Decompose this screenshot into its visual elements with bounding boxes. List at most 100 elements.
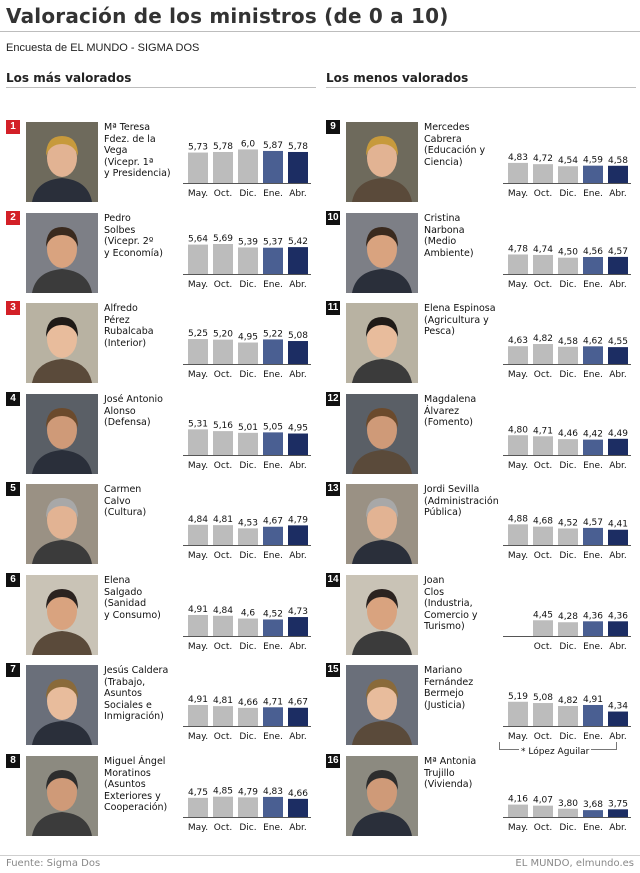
minister-chart: 4,84 May. 4,81 Oct. 4,53 Dic. 4,67 Ene. 4,79 Abr. (183, 515, 311, 561)
bar-may (508, 524, 528, 545)
category-tick-label: Ene. (583, 189, 603, 199)
category-tick-label: Dic. (559, 823, 576, 833)
bar-oct (213, 244, 233, 274)
bar-abr (288, 341, 308, 364)
bar-ene (583, 165, 603, 183)
bar-dic (238, 432, 258, 455)
rank-badge: 13 (326, 482, 340, 496)
bar-may (508, 435, 528, 455)
minister-chart: 4,16 May. 4,07 Oct. 3,80 Dic. 3,68 Ene. 3,75 Abr. (503, 795, 631, 833)
bar-value-label: 5,73 (188, 143, 208, 153)
bar-oct (533, 805, 553, 817)
minister-card: 10 Cristina Narbona (Medio Ambiente) 4,78 M… (326, 211, 631, 297)
credit-text: EL MUNDO, elmundo.es (515, 858, 634, 869)
minister-photo (26, 213, 98, 293)
category-tick-label: May. (508, 551, 528, 561)
bar-value-label: 4,55 (608, 337, 628, 347)
bar-value-label: 4,67 (263, 517, 283, 527)
category-tick-label: Dic. (559, 642, 576, 652)
category-tick-label: Oct. (534, 461, 552, 471)
bar-may (508, 346, 528, 364)
bar-abr (608, 165, 628, 183)
bar-abr (608, 438, 628, 455)
bar-may (188, 339, 208, 364)
bar-value-label: 4,95 (288, 424, 308, 434)
minister-chart: 5,31 May. 5,16 Oct. 5,01 Dic. 5,05 Ene. 4,95 Abr. (183, 419, 311, 471)
category-tick-label: Oct. (534, 189, 552, 199)
category-tick-label: May. (508, 732, 528, 742)
minister-name: Carmen Calvo (Cultura) (104, 484, 147, 518)
minister-photo (26, 665, 98, 745)
category-tick-label: Abr. (609, 189, 627, 199)
bar-ene (263, 432, 283, 455)
category-tick-label: Ene. (583, 823, 603, 833)
bar-abr (608, 529, 628, 545)
bar-abr (288, 433, 308, 455)
category-tick-label: Oct. (214, 461, 232, 471)
bar-dic (558, 808, 578, 817)
minister-photo (26, 303, 98, 383)
bar-value-label: 4,57 (608, 247, 628, 257)
minister-photo (26, 575, 98, 655)
category-tick-label: Ene. (583, 280, 603, 290)
category-tick-label: May. (188, 189, 208, 199)
bar-value-label: 4,53 (238, 518, 258, 528)
source-text: Fuente: Sigma Dos (6, 858, 101, 869)
minister-chart: 4,78 May. 4,74 Oct. 4,50 Dic. 4,56 Ene. 4,57 Abr. (503, 244, 631, 290)
minister-name: Miguel Ángel Moratinos (Asuntos Exterior… (104, 756, 168, 813)
bar-value-label: 5,64 (188, 235, 208, 245)
bar-value-label: 4,6 (241, 609, 256, 619)
bar-oct (213, 339, 233, 364)
bar-value-label: 5,42 (288, 237, 308, 247)
minister-chart: 5,25 May. 5,20 Oct. 4,95 Dic. 5,22 Ene. 5,08 Abr. (183, 329, 311, 380)
bar-may (188, 704, 208, 726)
minister-card: 3 Alfredo Pérez Rubalcaba (Interior) 5,25 M… (6, 301, 311, 387)
bar-value-label: 4,82 (558, 696, 578, 706)
bar-value-label: 4,95 (238, 333, 258, 343)
bar-abr (608, 711, 628, 726)
category-tick-label: May. (188, 461, 208, 471)
bar-ene (583, 527, 603, 545)
category-tick-label: Ene. (263, 642, 283, 652)
category-tick-label: Ene. (263, 551, 283, 561)
minister-chart: 4,45 Oct. 4,28 Dic. 4,36 Ene. 4,36 Abr. (503, 610, 631, 652)
minister-chart: 5,19 May. 5,08 Oct. 4,82 Dic. 4,91 Ene. 4,34 Abr. (503, 692, 631, 742)
minister-photo (26, 394, 98, 474)
bar-may (188, 524, 208, 545)
bar-value-label: 5,69 (213, 234, 233, 244)
bar-value-label: 4,81 (213, 515, 233, 525)
bar-value-label: 4,58 (558, 337, 578, 347)
bar-value-label: 4,52 (263, 609, 283, 619)
category-tick-label: Abr. (289, 189, 307, 199)
bar-value-label: 4,59 (583, 156, 603, 166)
rank-badge: 3 (6, 301, 20, 315)
minister-chart: 4,75 May. 4,85 Oct. 4,79 Dic. 4,83 Ene. 4,66 Abr. (183, 787, 311, 833)
minister-card: 7 Jesús Caldera (Trabajo, Asuntos Sociale… (6, 663, 311, 749)
minister-card: 16 Mª Antonia Trujillo (Vivienda) 4,16 May.… (326, 754, 631, 840)
bar-value-label: 4,74 (533, 245, 553, 255)
bar-value-label: 4,58 (608, 156, 628, 166)
bar-value-label: 4,66 (288, 789, 308, 799)
minister-chart: 5,64 May. 5,69 Oct. 5,39 Dic. 5,37 Ene. 5,42 Abr. (183, 234, 311, 290)
bar-value-label: 4,73 (288, 607, 308, 617)
bar-may (188, 429, 208, 455)
bar-value-label: 4,83 (508, 153, 528, 163)
category-tick-label: Oct. (534, 732, 552, 742)
minister-card: 5 Carmen Calvo (Cultura) 4,84 May. 4,81 Oct. 4… (6, 482, 311, 568)
rank-badge: 12 (326, 392, 340, 406)
bar-may (188, 614, 208, 636)
minister-name: Alfredo Pérez Rubalcaba (Interior) (104, 303, 154, 349)
minister-name: Mariano Fernández Bermejo (Justicia) (424, 665, 474, 711)
category-tick-label: Ene. (583, 370, 603, 380)
bar-value-label: 4,56 (583, 247, 603, 257)
minister-name: Mª Teresa Fdez. de la Vega (Vicepr. 1ª y… (104, 122, 171, 179)
category-tick-label: Oct. (214, 280, 232, 290)
bar-dic (238, 797, 258, 817)
minister-photo (346, 756, 418, 836)
bar-ene (583, 257, 603, 274)
bar-may (508, 804, 528, 817)
category-tick-label: Abr. (289, 370, 307, 380)
minister-name: Mercedes Cabrera (Educación y Ciencia) (424, 122, 486, 168)
bar-abr (608, 809, 628, 817)
bar-dic (558, 166, 578, 183)
